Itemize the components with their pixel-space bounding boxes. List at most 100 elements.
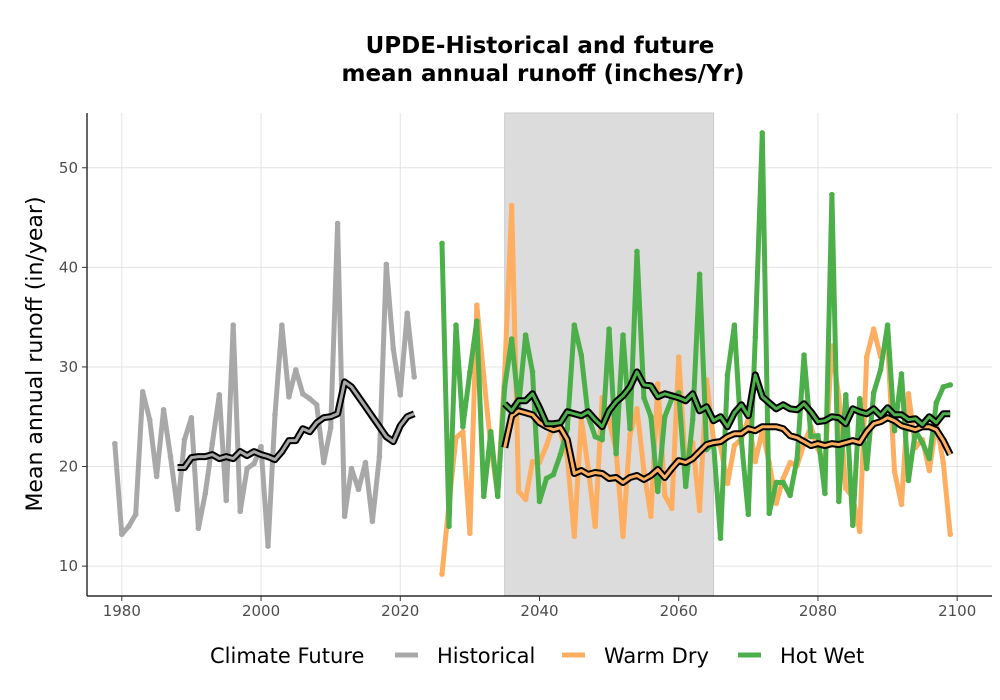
point-hot-wet-2067 bbox=[724, 372, 731, 378]
point-hot-wet-2087 bbox=[863, 465, 870, 472]
point-warm-dry-2039 bbox=[529, 458, 536, 465]
point-hot-wet-2079 bbox=[808, 433, 814, 440]
point-hot-wet-2034 bbox=[494, 493, 501, 500]
point-hot-wet-2082 bbox=[829, 191, 835, 198]
point-warm-dry-2067 bbox=[724, 480, 731, 487]
point-hot-wet-2072 bbox=[759, 130, 766, 136]
point-warm-dry-2030 bbox=[467, 530, 473, 537]
point-hot-wet-2093 bbox=[905, 477, 912, 484]
point-warm-dry-2053 bbox=[627, 431, 633, 438]
series-line-warm-dry bbox=[439, 203, 953, 577]
point-hot-wet-2069 bbox=[738, 437, 745, 444]
point-hot-wet-2075 bbox=[780, 479, 786, 486]
point-historical-2010 bbox=[327, 424, 334, 431]
point-hot-wet-2092 bbox=[898, 371, 905, 377]
point-historical-2016 bbox=[369, 518, 376, 525]
point-historical-1985 bbox=[153, 473, 160, 480]
point-hot-wet-2055 bbox=[641, 395, 647, 401]
point-hot-wet-2080 bbox=[815, 432, 821, 439]
legend-label-warm-dry: Warm Dry bbox=[604, 644, 709, 668]
point-hot-wet-2028 bbox=[453, 322, 459, 328]
point-hot-wet-2043 bbox=[557, 451, 564, 458]
point-warm-dry-2060 bbox=[675, 354, 682, 360]
point-hot-wet-2040 bbox=[536, 498, 543, 505]
point-hot-wet-2061 bbox=[682, 483, 689, 490]
point-historical-1980 bbox=[119, 531, 125, 538]
legend: Climate Future Historical Warm Dry Hot W… bbox=[210, 644, 864, 668]
legend-title: Climate Future bbox=[210, 644, 364, 668]
point-hot-wet-2062 bbox=[689, 416, 696, 423]
point-hot-wet-2085 bbox=[849, 522, 856, 529]
x-tick-label-1980: 1980 bbox=[103, 602, 141, 620]
point-historical-1995 bbox=[223, 497, 230, 504]
point-hot-wet-2030 bbox=[467, 369, 473, 375]
x-tick-label-2060: 2060 bbox=[660, 602, 698, 620]
point-historical-1992 bbox=[202, 490, 209, 497]
point-historical-2015 bbox=[362, 459, 369, 466]
y-tick-label-40: 40 bbox=[59, 258, 78, 276]
chart-title-line-1: UPDE-Historical and future bbox=[366, 33, 715, 59]
point-historical-2000 bbox=[258, 443, 264, 450]
point-hot-wet-2077 bbox=[794, 455, 800, 462]
point-hot-wet-2081 bbox=[822, 490, 828, 497]
point-warm-dry-2075 bbox=[780, 475, 786, 482]
point-historical-1993 bbox=[209, 440, 216, 447]
point-warm-dry-2074 bbox=[773, 500, 779, 507]
point-hot-wet-2076 bbox=[787, 492, 793, 499]
point-hot-wet-2090 bbox=[884, 322, 891, 328]
tick-labels: 1980 2000 2020 2040 2060 2080 2100 10 20 30 40 50 bbox=[59, 159, 976, 620]
point-hot-wet-2097 bbox=[933, 400, 940, 406]
point-warm-dry-2092 bbox=[898, 501, 905, 508]
point-warm-dry-2054 bbox=[634, 405, 640, 412]
point-historical-2021 bbox=[404, 310, 411, 316]
point-historical-1983 bbox=[139, 389, 146, 395]
point-historical-2019 bbox=[390, 346, 397, 352]
point-hot-wet-2073 bbox=[766, 510, 773, 517]
point-hot-wet-2074 bbox=[773, 479, 779, 486]
point-hot-wet-2078 bbox=[801, 352, 807, 358]
point-hot-wet-2033 bbox=[487, 428, 494, 435]
legend-label-hot-wet: Hot Wet bbox=[780, 644, 864, 668]
y-tick-label-30: 30 bbox=[59, 358, 78, 376]
point-warm-dry-2037 bbox=[515, 488, 522, 495]
point-hot-wet-2091 bbox=[891, 427, 898, 434]
point-historical-2020 bbox=[397, 392, 404, 398]
y-axis-title: Mean annual runoff (in/year) bbox=[23, 196, 48, 511]
point-hot-wet-2051 bbox=[613, 450, 619, 457]
point-historical-1979 bbox=[112, 440, 118, 447]
point-historical-1986 bbox=[160, 406, 167, 413]
point-hot-wet-2026 bbox=[439, 240, 445, 247]
series-line-hot-wet bbox=[439, 130, 953, 541]
point-historical-1990 bbox=[188, 414, 195, 421]
point-historical-2013 bbox=[348, 465, 355, 472]
smooth-line-hot-wet bbox=[503, 370, 951, 429]
y-tick-label-10: 10 bbox=[59, 557, 78, 575]
point-warm-dry-2086 bbox=[856, 528, 863, 535]
point-hot-wet-2070 bbox=[745, 511, 752, 518]
point-historical-2017 bbox=[376, 453, 383, 460]
point-historical-2008 bbox=[313, 401, 320, 408]
x-tick-label-2100: 2100 bbox=[938, 602, 976, 620]
point-hot-wet-2031 bbox=[474, 318, 480, 324]
smooth-line-historical bbox=[177, 380, 415, 469]
point-historical-1989 bbox=[181, 436, 188, 443]
point-historical-2002 bbox=[272, 411, 278, 418]
point-historical-2007 bbox=[306, 396, 313, 402]
point-hot-wet-2095 bbox=[919, 439, 926, 446]
point-warm-dry-2031 bbox=[474, 302, 480, 309]
point-hot-wet-2084 bbox=[843, 392, 849, 398]
x-tick-label-2080: 2080 bbox=[799, 602, 837, 620]
point-hot-wet-2041 bbox=[543, 475, 550, 482]
chart-title-line-2: mean annual runoff (inches/Yr) bbox=[341, 61, 744, 87]
point-hot-wet-2071 bbox=[752, 334, 759, 340]
series-lines bbox=[112, 130, 954, 577]
point-hot-wet-2050 bbox=[606, 326, 612, 332]
point-historical-1994 bbox=[216, 392, 223, 398]
point-warm-dry-2071 bbox=[752, 458, 759, 465]
point-hot-wet-2098 bbox=[940, 384, 947, 390]
point-historical-1982 bbox=[132, 511, 139, 518]
point-warm-dry-2041 bbox=[543, 442, 550, 449]
point-warm-dry-2057 bbox=[655, 381, 661, 387]
point-hot-wet-2042 bbox=[550, 471, 557, 478]
point-warm-dry-2063 bbox=[696, 507, 703, 514]
